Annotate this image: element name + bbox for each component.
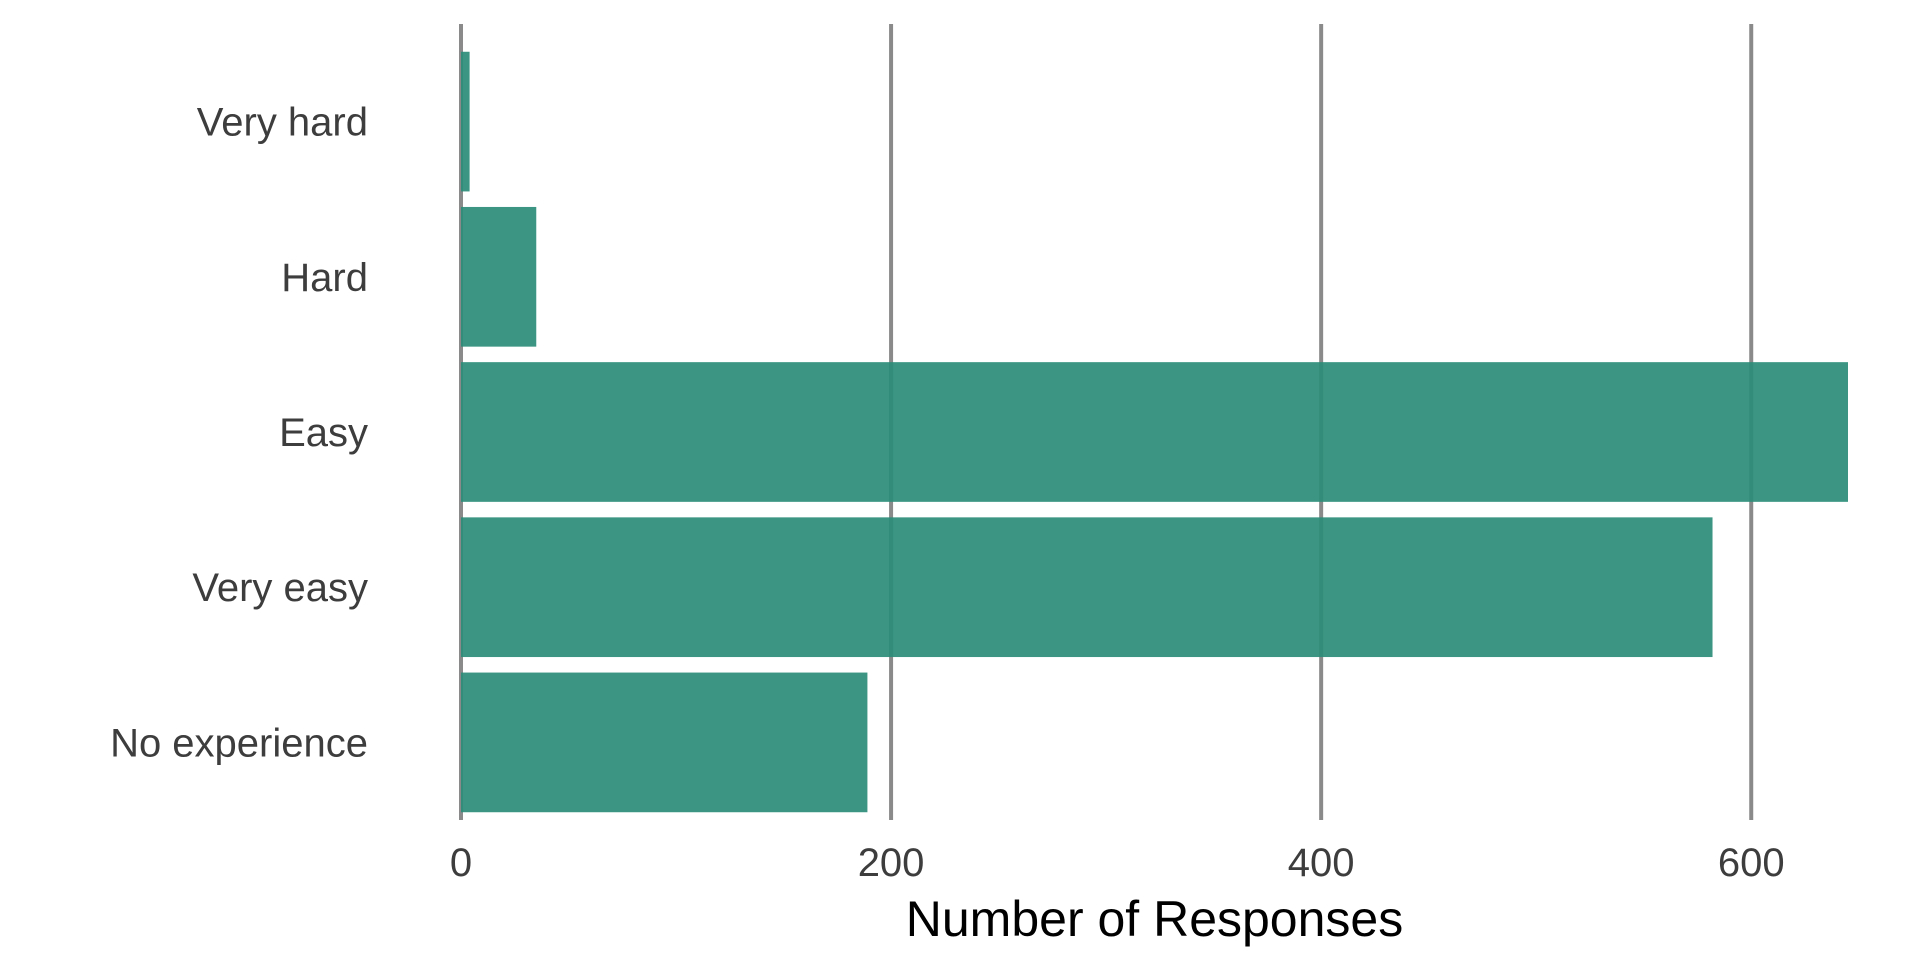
x-axis-title: Number of Responses — [906, 891, 1403, 947]
category-label-no-experience: No experience — [110, 721, 368, 765]
category-label-easy: Easy — [279, 411, 368, 455]
x-tick-label-400: 400 — [1288, 841, 1355, 885]
bar-very-hard — [461, 51, 470, 192]
bar-very-easy — [461, 517, 1713, 658]
x-tick-label-600: 600 — [1718, 841, 1785, 885]
category-labels: Very hard Hard Easy Very easy No experience — [110, 101, 368, 766]
category-label-hard: Hard — [281, 256, 368, 300]
bar-easy — [461, 362, 1848, 502]
x-tick-label-0: 0 — [450, 841, 472, 885]
category-label-very-hard: Very hard — [197, 101, 368, 145]
x-tick-label-200: 200 — [858, 841, 925, 885]
bars — [461, 51, 1848, 813]
bar-hard — [461, 206, 537, 347]
x-tick-labels: 0 200 400 600 — [450, 841, 1785, 885]
category-label-very-easy: Very easy — [192, 566, 368, 610]
bar-no-experience — [461, 672, 868, 813]
